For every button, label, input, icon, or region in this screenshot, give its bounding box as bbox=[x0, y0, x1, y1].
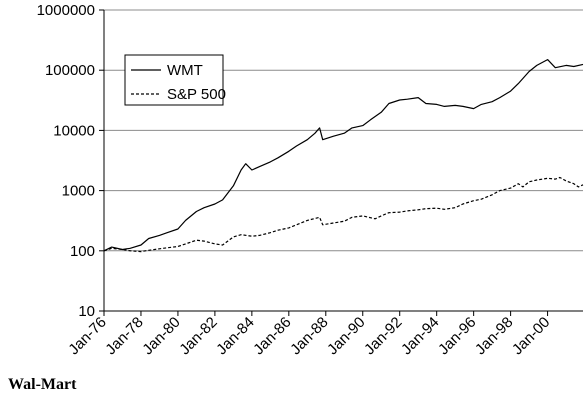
y-tick-labels: 10 100 1000 10000 100000 1000000 bbox=[37, 2, 95, 320]
x-tick-label: Jan-78 bbox=[102, 314, 146, 358]
series-line-sp500 bbox=[103, 176, 584, 253]
legend-box bbox=[124, 54, 224, 106]
y-tick-label: 10 bbox=[78, 303, 95, 320]
legend: WMT S&P 500 bbox=[124, 54, 226, 106]
line-chart: 10 100 1000 10000 100000 1000000 Jan-76Jan-78… bbox=[37, 2, 584, 358]
x-tick-label: Jan-96 bbox=[435, 314, 479, 358]
y-tick-label: 100 bbox=[70, 243, 95, 260]
y-tick-label: 10000 bbox=[53, 122, 95, 139]
y-tick-label: 1000000 bbox=[37, 2, 95, 19]
x-tick-label: Jan-88 bbox=[287, 314, 331, 358]
series-lines bbox=[103, 58, 584, 253]
x-tick-label: Jan-92 bbox=[361, 314, 405, 358]
legend-label-wmt: WMT bbox=[167, 62, 203, 79]
x-tick-label: Jan-84 bbox=[213, 314, 257, 358]
chart-caption: Wal-Mart bbox=[8, 376, 77, 393]
y-tick-label: 1000 bbox=[62, 183, 95, 200]
series-line-wmt bbox=[103, 58, 584, 252]
x-tick-label: Jan-00 bbox=[509, 314, 553, 358]
x-tick-label: Jan-98 bbox=[472, 314, 516, 358]
x-tick-label: Jan-94 bbox=[398, 314, 442, 358]
y-tick-label: 100000 bbox=[45, 62, 95, 79]
x-tick-label: Jan-76 bbox=[65, 314, 109, 358]
x-tick-label: Jan-80 bbox=[139, 314, 183, 358]
x-tick-label: Jan-82 bbox=[176, 314, 220, 358]
x-tick-label: Jan-86 bbox=[250, 314, 294, 358]
x-tick-labels: Jan-76Jan-78Jan-80Jan-82Jan-84Jan-86Jan-… bbox=[65, 314, 553, 358]
legend-label-sp500: S&P 500 bbox=[167, 86, 226, 103]
x-tick-label: Jan-90 bbox=[324, 314, 368, 358]
axes bbox=[99, 9, 583, 316]
